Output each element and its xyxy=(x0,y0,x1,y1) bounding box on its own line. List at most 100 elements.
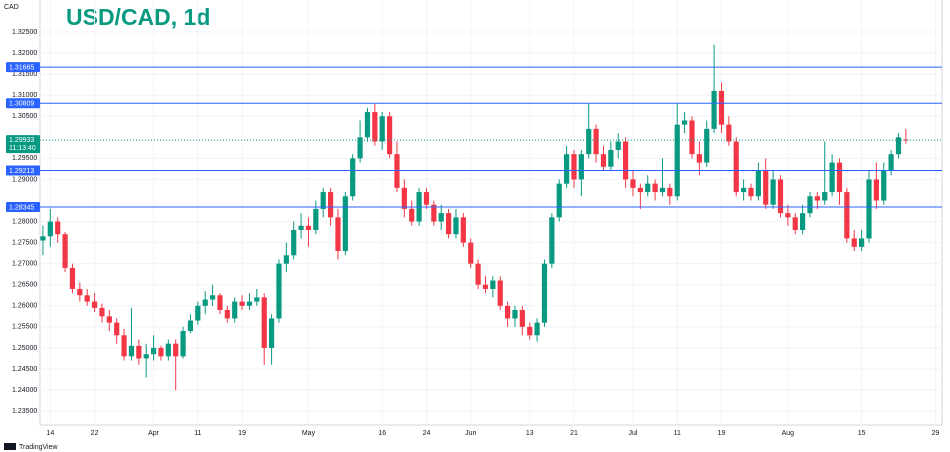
y-tick-label: 1.24500 xyxy=(12,366,37,373)
candle-body xyxy=(859,238,865,247)
candle-body xyxy=(645,183,651,193)
candle-body xyxy=(652,183,658,193)
candle-body xyxy=(541,263,548,323)
candle-body xyxy=(128,345,135,357)
y-tick-label: 1.23500 xyxy=(12,408,37,415)
candle-body xyxy=(696,154,702,163)
candle-body xyxy=(763,171,769,205)
y-tick-label: 1.26000 xyxy=(12,303,37,310)
candle-body xyxy=(468,242,474,264)
candle-body xyxy=(114,322,120,336)
current-price-box xyxy=(6,135,40,154)
candle-body xyxy=(121,335,127,357)
candle-body xyxy=(158,347,164,357)
candle-body xyxy=(777,179,784,214)
candle-body xyxy=(401,187,407,209)
candle-body xyxy=(807,196,813,214)
candle-body xyxy=(895,137,902,155)
candle-body xyxy=(674,124,680,197)
candle-body xyxy=(733,141,739,193)
candle-body xyxy=(195,305,201,321)
candle-body xyxy=(711,90,717,129)
candle-body xyxy=(718,90,725,125)
candle-body xyxy=(704,128,710,163)
candle-body xyxy=(519,310,525,327)
candle-body xyxy=(372,112,378,142)
level-label: 1.30809 xyxy=(9,101,34,108)
candle-body xyxy=(741,187,747,193)
candle-body xyxy=(173,343,179,357)
y-tick-label: 1.32000 xyxy=(12,50,37,57)
y-tick-label: 1.31000 xyxy=(12,92,37,99)
candle-body xyxy=(276,263,282,319)
candle-body xyxy=(239,301,245,306)
candle-body xyxy=(298,225,304,230)
candle-body xyxy=(527,326,533,336)
level-label: 1.28345 xyxy=(9,204,34,211)
candle-body xyxy=(549,217,555,264)
candle-body xyxy=(792,217,798,230)
candle-body xyxy=(836,162,843,193)
candle-body xyxy=(475,263,481,285)
x-tick-label: 22 xyxy=(91,430,99,437)
y-tick-label: 1.25500 xyxy=(12,324,37,331)
candle-body xyxy=(888,154,894,172)
candle-body xyxy=(622,141,629,180)
y-tick-label: 1.32500 xyxy=(12,29,37,36)
candle-body xyxy=(490,280,496,289)
level-label-box xyxy=(6,98,40,109)
candle-body xyxy=(232,301,238,319)
candle-body xyxy=(608,149,614,167)
candle-body xyxy=(143,354,149,359)
x-tick-label: 11 xyxy=(674,430,681,437)
x-tick-label: 11 xyxy=(194,430,201,437)
candle-body xyxy=(689,120,695,155)
candle-body xyxy=(254,297,260,302)
candle-body xyxy=(335,217,341,252)
countdown-label: 11:13:40 xyxy=(9,145,36,152)
candle-body xyxy=(453,217,459,235)
x-tick-label: Apr xyxy=(148,430,160,437)
candle-body xyxy=(445,213,452,235)
x-tick-label: 24 xyxy=(423,430,431,437)
candle-body xyxy=(682,120,688,125)
candle-body xyxy=(615,141,621,150)
candle-body xyxy=(320,192,326,209)
candle-body xyxy=(829,162,835,193)
level-label-box xyxy=(6,62,40,73)
candle-body xyxy=(106,316,112,323)
x-tick-label: 13 xyxy=(526,430,534,437)
candle-body xyxy=(55,221,61,235)
candle-body xyxy=(136,345,142,359)
candle-body xyxy=(593,128,599,155)
candle-body xyxy=(844,192,850,239)
x-tick-label: 14 xyxy=(46,430,54,437)
y-tick-label: 1.28000 xyxy=(12,218,37,225)
y-tick-label: 1.30500 xyxy=(12,113,37,120)
level-label-box xyxy=(6,202,40,213)
y-tick-label: 1.26500 xyxy=(12,282,37,289)
candle-body xyxy=(91,301,98,308)
y-tick-label: 1.27500 xyxy=(12,239,37,246)
candle-body xyxy=(62,234,68,268)
candle-body xyxy=(409,208,415,222)
candle-body xyxy=(556,183,562,218)
level-label: 1.29213 xyxy=(9,168,34,175)
current-price-label: 1.29933 xyxy=(9,137,34,144)
candle-body xyxy=(379,116,385,142)
candle-body xyxy=(313,208,319,230)
brand: TradingView xyxy=(19,444,58,451)
candle-body xyxy=(350,158,356,197)
candle-body xyxy=(755,171,761,197)
x-tick-label: 19 xyxy=(238,430,246,437)
candle-body xyxy=(342,196,348,252)
candle-body xyxy=(246,301,253,306)
candle-body xyxy=(431,204,437,222)
candle-body xyxy=(69,267,76,289)
candle-body xyxy=(268,318,275,348)
level-label: 1.31665 xyxy=(9,65,34,72)
candle-body xyxy=(866,179,872,239)
y-tick-label: 1.25000 xyxy=(12,345,37,352)
candle-body xyxy=(224,310,230,319)
